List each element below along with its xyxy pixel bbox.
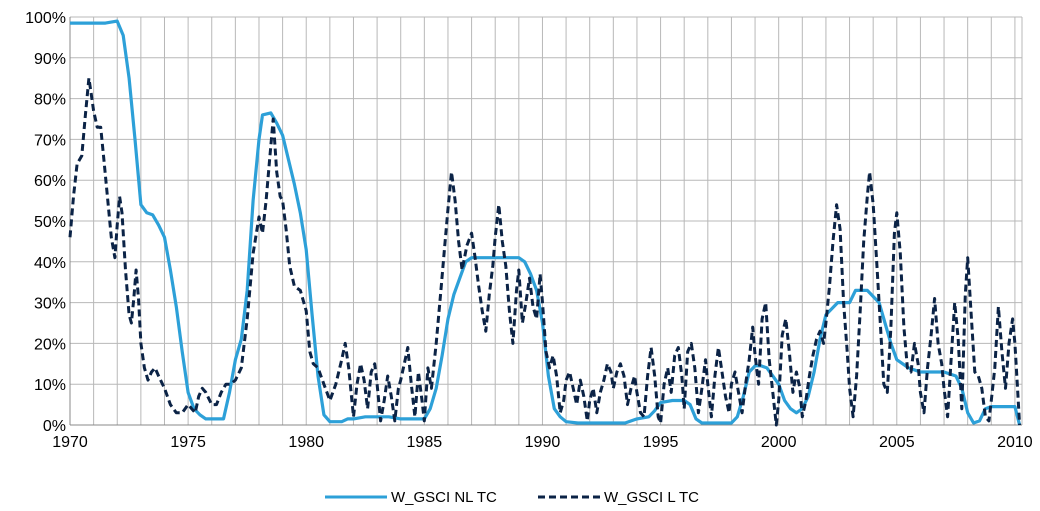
x-tick-label: 1985 (407, 434, 443, 451)
legend-label-1: W_GSCI NL TC (391, 489, 497, 506)
y-tick-label: 80% (34, 92, 66, 109)
y-tick-label: 70% (34, 132, 66, 149)
x-axis-ticks: 1970 1975 1980 1985 1990 1995 2000 2005 2010 (52, 434, 1033, 451)
y-axis-ticks: 0% 10% 20% 30% 40% 50% 60% 70% 80% 90% 100% (25, 10, 66, 435)
y-tick-label: 30% (34, 296, 66, 313)
y-tick-label: 0% (43, 418, 66, 435)
x-tick-label: 1970 (52, 434, 88, 451)
x-tick-label: 1980 (288, 434, 324, 451)
y-tick-label: 50% (34, 214, 66, 231)
series-line-1 (70, 19, 1022, 426)
series-lines (68, 19, 1022, 427)
y-tick-label: 40% (34, 255, 66, 272)
y-tick-label: 20% (34, 336, 66, 353)
y-tick-label: 10% (34, 377, 66, 394)
x-tick-label: 1990 (525, 434, 561, 451)
y-tick-label: 90% (34, 51, 66, 68)
x-tick-label: 2010 (997, 434, 1033, 451)
x-tick-label: 2000 (761, 434, 797, 451)
legend: W_GSCI NL TC W_GSCI L TC (325, 489, 699, 506)
x-tick-label: 1995 (643, 434, 679, 451)
legend-label-2: W_GSCI L TC (604, 489, 699, 506)
x-tick-label: 1975 (170, 434, 206, 451)
series-line-2 (68, 76, 1022, 427)
y-tick-label: 100% (25, 10, 66, 27)
x-tick-label: 2005 (879, 434, 915, 451)
y-tick-label: 60% (34, 173, 66, 190)
